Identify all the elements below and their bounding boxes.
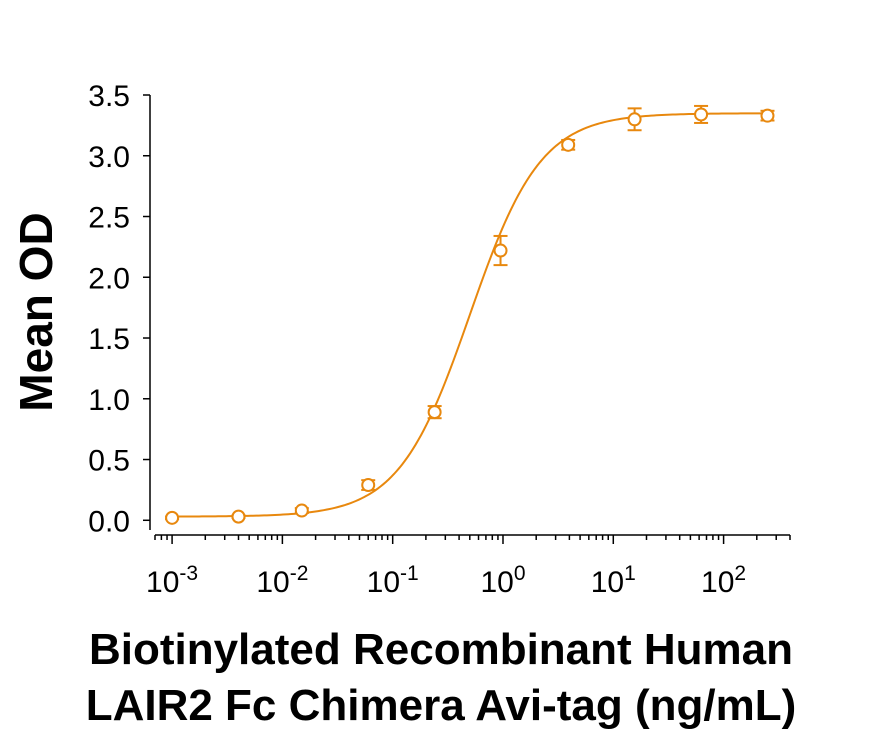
- data-point: [231, 509, 246, 524]
- data-points-layer: [165, 104, 775, 525]
- y-tick-label: 1.5: [88, 323, 130, 356]
- point-marker: [760, 108, 775, 123]
- x-tick-label: 10-3: [146, 562, 198, 599]
- x-tick-exponent: -2: [290, 562, 309, 585]
- point-marker: [493, 243, 508, 258]
- data-point: [760, 108, 775, 123]
- data-point: [561, 137, 576, 152]
- y-tick-label: 1.0: [88, 384, 130, 417]
- x-tick-label: 102: [701, 562, 746, 599]
- x-tick-exponent: 0: [514, 562, 526, 585]
- point-marker: [561, 137, 576, 152]
- x-axis-label-line-2: LAIR2 Fc Chimera Avi-tag (ng/mL): [85, 681, 797, 730]
- axes: [149, 95, 790, 536]
- fit-curve: [172, 112, 768, 518]
- y-tick-label: 0.0: [88, 505, 130, 538]
- x-tick-exponent: -1: [400, 562, 419, 585]
- data-point: [361, 478, 376, 493]
- x-tick-label: 10-2: [256, 562, 308, 599]
- x-axis-label-line-1: Biotinylated Recombinant Human: [88, 625, 794, 674]
- x-tick-exponent: 1: [624, 562, 636, 585]
- data-point: [427, 405, 442, 420]
- data-point: [165, 510, 180, 525]
- x-tick-base: 10: [256, 566, 289, 599]
- data-point: [294, 503, 309, 518]
- point-marker: [231, 509, 246, 524]
- x-tick-base: 10: [146, 566, 179, 599]
- y-tick-label: 3.5: [88, 80, 130, 113]
- fit-curve-layer: [172, 112, 768, 518]
- x-tick-base: 10: [480, 566, 513, 599]
- x-tick-base: 10: [701, 566, 734, 599]
- x-tick-label: 10-1: [367, 562, 419, 599]
- x-tick-exponent: 2: [734, 562, 746, 585]
- point-marker: [427, 405, 442, 420]
- x-tick-label: 100: [480, 562, 525, 599]
- point-marker: [694, 107, 709, 122]
- point-marker: [361, 478, 376, 493]
- y-ticks: 0.0 0.5 1.0 1.5 2.0 2.5 3.0 3.5: [88, 80, 150, 538]
- x-ticks: 10-3 10-2 10-1 100 101 102: [146, 535, 791, 599]
- y-tick-label: 3.0: [88, 141, 130, 174]
- y-tick-label: 2.5: [88, 202, 130, 235]
- x-tick-exponent: -3: [179, 562, 198, 585]
- data-point: [627, 107, 642, 132]
- x-tick-base: 10: [367, 566, 400, 599]
- point-marker: [165, 510, 180, 525]
- data-point: [694, 104, 709, 124]
- y-tick-label: 2.0: [88, 262, 130, 295]
- data-point: [493, 234, 508, 267]
- y-tick-label: 0.5: [88, 445, 130, 478]
- point-marker: [627, 112, 642, 127]
- y-axis-label: Mean OD: [10, 212, 62, 411]
- x-tick-label: 101: [591, 562, 636, 599]
- point-marker: [294, 503, 309, 518]
- x-tick-base: 10: [591, 566, 624, 599]
